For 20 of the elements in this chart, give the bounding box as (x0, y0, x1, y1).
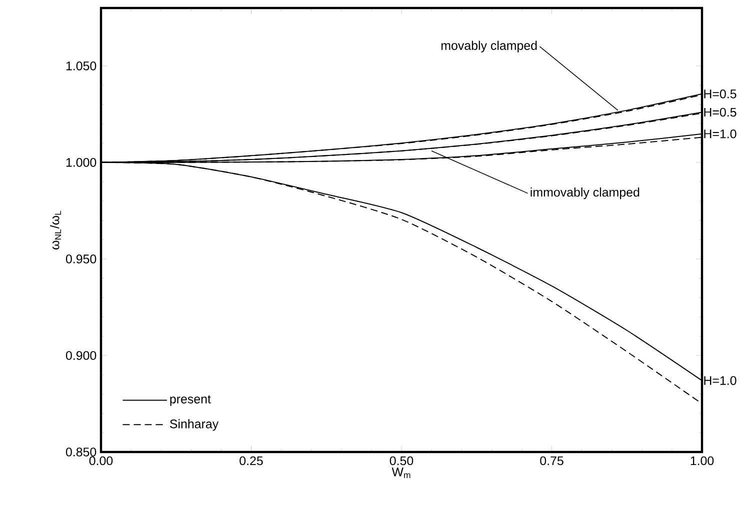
x-axis-title: W$_{m}$ (392, 468, 410, 478)
annotation: movably clamped (441, 40, 537, 52)
legend-label: Sinharay (170, 419, 219, 431)
y-tick-label: 0.900 (66, 351, 96, 360)
annotation: H=0.5 (704, 90, 736, 98)
y-tick-label: 0.950 (66, 254, 96, 264)
x-tick-label: 1.00 (690, 456, 714, 466)
y-tick-label: 1.000 (66, 158, 96, 167)
y-tick-label: 0.850 (66, 448, 96, 456)
x-tick-label: 0.50 (390, 456, 414, 466)
y-axis-title: ω$_{NL}$/ω$_{L}$ (50, 210, 61, 250)
x-tick-label: 0.25 (240, 456, 263, 466)
annotation: H=1.0 (704, 129, 736, 138)
x-tick-label: 0.75 (540, 456, 564, 466)
x-tick-label: 0.00 (89, 456, 113, 466)
legend-label: present (170, 395, 211, 406)
annotation: H=0.5 (704, 108, 736, 117)
annotation: immovably clamped (530, 188, 640, 200)
y-tick-label: 1.050 (66, 62, 96, 70)
annotation: H=1.0 (704, 376, 736, 385)
